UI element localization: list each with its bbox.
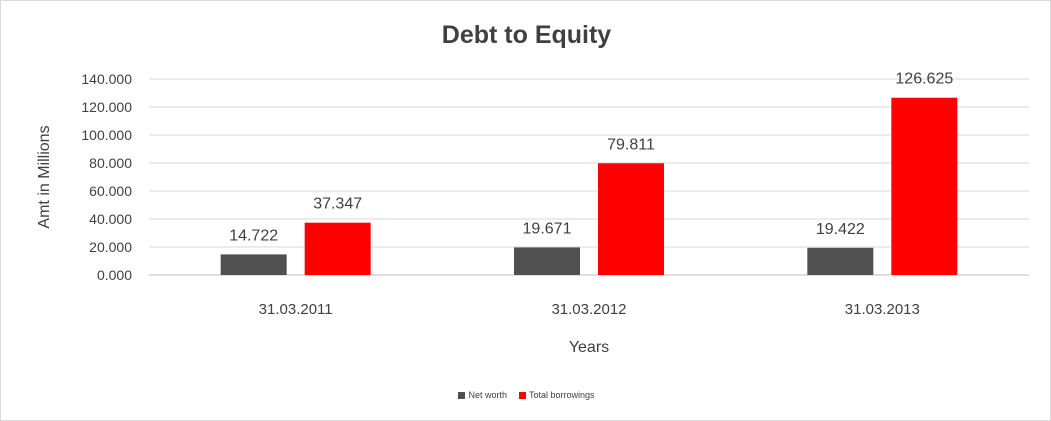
data-label: 19.671 [523,220,572,237]
data-label: 19.422 [816,221,865,238]
y-axis-label: Amt in Millions [36,125,53,228]
legend-item-net-worth: Net worth [458,390,507,400]
y-tick-label: 20.000 [89,239,132,255]
data-label: 37.347 [313,196,362,213]
y-tick-label: 40.000 [89,211,132,227]
y-tick-label: 80.000 [89,155,132,171]
bar [891,97,958,275]
x-tick-label: 31.03.2012 [551,301,626,318]
legend-swatch-total-borrowings [518,391,526,399]
y-tick-label: 60.000 [89,183,132,199]
bar [220,254,287,275]
x-tick-label: 31.03.2011 [259,301,333,318]
chart-title: Debt to Equity [441,21,612,49]
bar [807,247,874,275]
data-label: 14.722 [229,227,278,244]
data-label: 126.625 [895,71,953,88]
legend-item-total-borrowings: Total borrowings [518,390,595,400]
y-tick-label: 100.000 [81,127,132,143]
bar [304,222,371,275]
x-axis-label: Years [569,339,609,356]
chart-plot-area: 0.000 20.000 40.000 60.000 80.000 100.000 120.… [36,71,1029,356]
x-tick-label: 31.03.2013 [845,301,920,318]
y-tick-label: 120.000 [81,99,132,115]
y-tick-label: 140.000 [81,71,132,87]
legend-swatch-net-worth [458,391,466,399]
chart-legend: Net worth Total borrowings [1,390,1051,400]
data-label: 79.811 [607,136,655,153]
bar [514,247,580,275]
bar [598,163,664,275]
y-tick-label: 0.000 [97,267,132,283]
legend-label-net-worth: Net worth [468,390,507,400]
legend-label-total-borrowings: Total borrowings [528,390,595,400]
